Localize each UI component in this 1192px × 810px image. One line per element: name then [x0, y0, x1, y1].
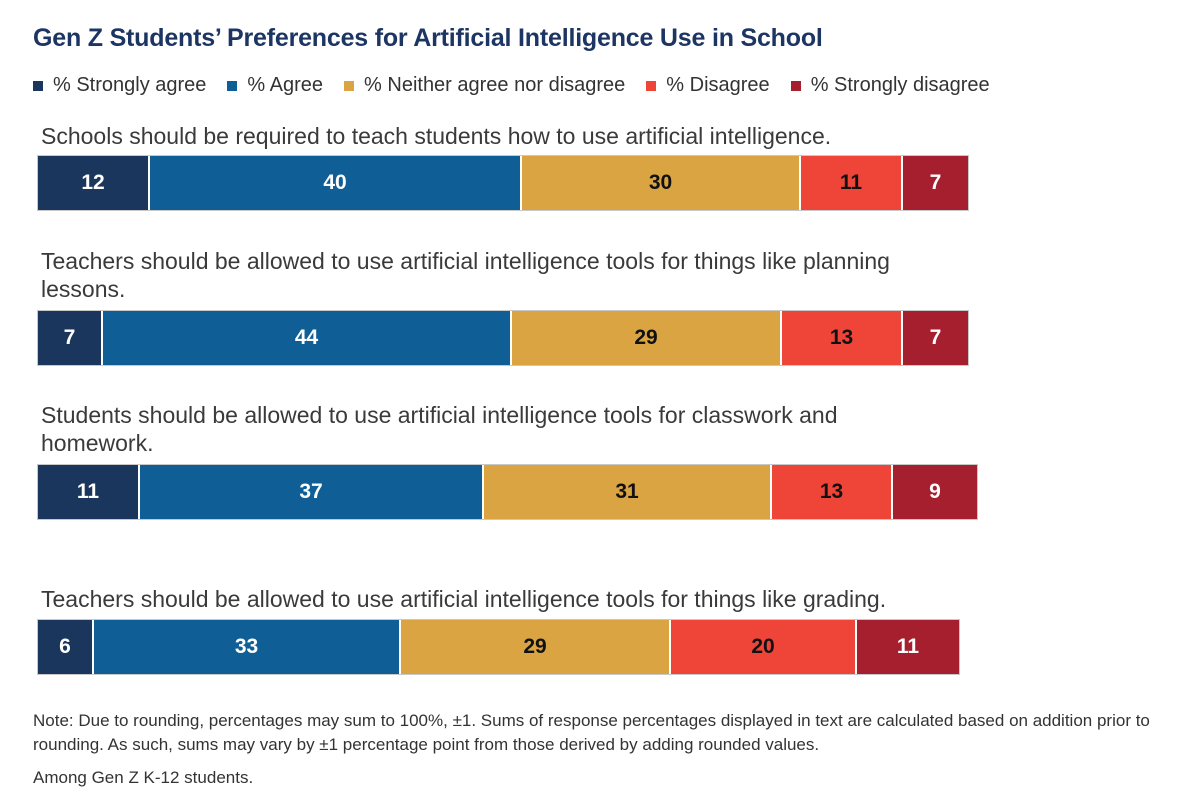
- legend-label-strongly-agree: % Strongly agree: [53, 74, 207, 96]
- bar-2-segment-strongly-agree: 7: [38, 311, 103, 365]
- legend-label-agree: % Agree: [247, 74, 324, 96]
- legend-swatch-strongly-agree: [33, 80, 43, 91]
- bar-2-segment-disagree: 13: [782, 311, 903, 365]
- legend: % Strongly agree % Agree % Neither agree…: [33, 74, 1011, 97]
- legend-swatch-neither: [344, 80, 355, 91]
- bar-2-segment-agree: 44: [103, 311, 512, 365]
- bar-1-segment-agree: 40: [150, 156, 522, 210]
- legend-item-strongly-agree: % Strongly agree: [33, 74, 206, 97]
- bar-1-segment-strongly-disagree: 7: [903, 156, 968, 210]
- legend-item-disagree: % Disagree: [646, 74, 770, 97]
- bar-4-segment-strongly-agree: 6: [38, 620, 94, 674]
- bar-3-segment-strongly-disagree: 9: [893, 465, 977, 519]
- legend-swatch-strongly-disagree: [790, 80, 801, 91]
- legend-swatch-disagree: [646, 80, 657, 91]
- legend-swatch-agree: [227, 80, 238, 91]
- bar-4: 6 33 29 20 11: [38, 620, 959, 674]
- question-4-label: Teachers should be allowed to use artifi…: [41, 586, 887, 612]
- bar-3-segment-disagree: 13: [772, 465, 893, 519]
- bar-2-segment-strongly-disagree: 7: [903, 311, 968, 365]
- legend-label-neither: % Neither agree nor disagree: [364, 74, 626, 96]
- bar-1-segment-disagree: 11: [801, 156, 903, 210]
- bar-2-segment-neither: 29: [512, 311, 782, 365]
- bar-4-segment-neither: 29: [401, 620, 671, 674]
- bar-2: 7 44 29 13 7: [38, 311, 968, 365]
- question-1-label: Schools should be required to teach stud…: [41, 123, 832, 149]
- bar-4-segment-disagree: 20: [671, 620, 857, 674]
- bar-3-segment-neither: 31: [484, 465, 772, 519]
- legend-item-agree: % Agree: [227, 74, 323, 97]
- bar-1-segment-neither: 30: [522, 156, 801, 210]
- legend-item-neither: % Neither agree nor disagree: [344, 74, 625, 97]
- sample-base-note: Among Gen Z K-12 students.: [33, 768, 254, 787]
- bar-3-segment-strongly-agree: 11: [38, 465, 140, 519]
- bar-3-segment-agree: 37: [140, 465, 484, 519]
- bar-3: 11 37 31 13 9: [38, 465, 977, 519]
- legend-label-strongly-disagree: % Strongly disagree: [810, 74, 990, 96]
- bar-1-segment-strongly-agree: 12: [38, 156, 150, 210]
- bar-1: 12 40 30 11 7: [38, 156, 968, 210]
- chart-title: Gen Z Students’ Preferences for Artifici…: [33, 24, 823, 52]
- question-3-label: Students should be allowed to use artifi…: [41, 402, 838, 456]
- legend-item-strongly-disagree: % Strongly disagree: [790, 74, 990, 97]
- bar-4-segment-strongly-disagree: 11: [857, 620, 959, 674]
- bar-4-segment-agree: 33: [94, 620, 401, 674]
- footnote: Note: Due to rounding, percentages may s…: [33, 711, 1150, 754]
- question-2-label: Teachers should be allowed to use artifi…: [41, 248, 890, 302]
- legend-label-disagree: % Disagree: [666, 74, 770, 96]
